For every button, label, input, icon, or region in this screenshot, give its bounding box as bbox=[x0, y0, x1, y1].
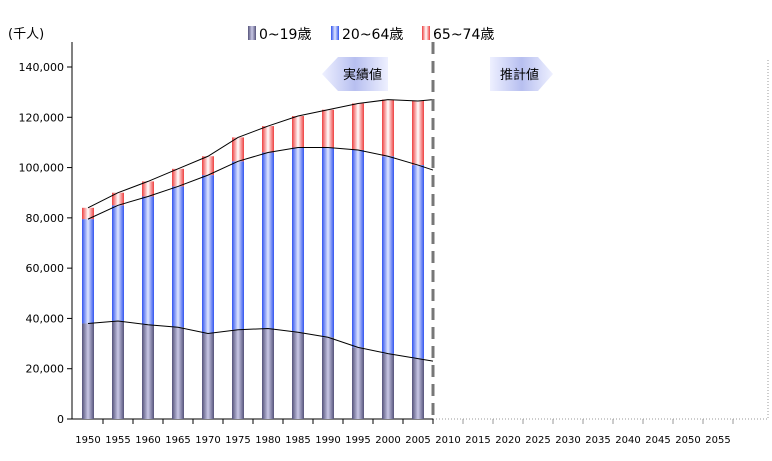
bar-0-19 bbox=[382, 353, 394, 419]
y-ticks: 0 20,000 40,000 60,000 80,000 100,000 120,000 1… bbox=[19, 61, 72, 426]
legend: 0~19歳 20~64歳 65~74歳 bbox=[248, 26, 494, 43]
bar-65-74 bbox=[172, 168, 184, 187]
bar-0-19 bbox=[142, 324, 154, 419]
bar-65-74 bbox=[202, 156, 214, 176]
y-tick-label: 120,000 bbox=[19, 111, 65, 124]
x-tick-label: 1985 bbox=[285, 435, 310, 446]
bar-20-64 bbox=[382, 156, 394, 354]
x-tick-label: 2025 bbox=[525, 435, 550, 446]
x-tick-label: 2040 bbox=[615, 435, 640, 446]
bar-65-74 bbox=[382, 99, 394, 157]
x-tick-label: 2010 bbox=[435, 435, 460, 446]
actual-arrow: 実績値 bbox=[322, 57, 388, 91]
bar-0-19 bbox=[202, 333, 214, 419]
x-tick-label: 2020 bbox=[495, 435, 520, 446]
x-tick-label: 1960 bbox=[135, 435, 160, 446]
bar-0-19 bbox=[172, 327, 184, 419]
outline-line-2 bbox=[87, 99, 434, 209]
y-tick-label: 40,000 bbox=[26, 312, 65, 325]
x-tick-label: 1995 bbox=[345, 435, 370, 446]
x-tick-label: 2030 bbox=[555, 435, 580, 446]
unit-label: (千人) bbox=[8, 27, 44, 42]
x-tick-label: 1965 bbox=[165, 435, 190, 446]
y-tick-label: 20,000 bbox=[26, 363, 65, 376]
legend-swatch-20-64 bbox=[331, 26, 339, 40]
legend-swatch-0-19 bbox=[248, 26, 256, 40]
projected-arrow-shape bbox=[490, 57, 553, 91]
bar-20-64 bbox=[322, 147, 334, 338]
legend-swatch-65-74 bbox=[422, 26, 430, 40]
legend-label-20-64: 20~64歳 bbox=[342, 27, 403, 43]
legend-item-20-64: 20~64歳 bbox=[331, 26, 403, 43]
y-tick-label: 140,000 bbox=[19, 61, 65, 74]
bar-0-19 bbox=[352, 347, 364, 419]
bar-0-19 bbox=[292, 332, 304, 419]
bar-0-19 bbox=[112, 320, 124, 419]
bar-20-64 bbox=[172, 186, 184, 328]
bar-20-64 bbox=[142, 196, 154, 325]
bar-20-64 bbox=[202, 175, 214, 334]
actual-label: 実績値 bbox=[343, 67, 382, 83]
x-tick-label: 2055 bbox=[705, 435, 730, 446]
x-tick-label: 1975 bbox=[225, 435, 250, 446]
x-tick-label: 2015 bbox=[465, 435, 490, 446]
x-tick-label: 1990 bbox=[315, 435, 340, 446]
bar-65-74 bbox=[112, 192, 124, 206]
y-tick-label: 80,000 bbox=[26, 212, 65, 225]
y-tick-label: 60,000 bbox=[26, 262, 65, 275]
outline-line-1 bbox=[87, 146, 434, 220]
x-ticks: 1950 1955 1960 1965 1970 1975 1980 1985 1990 1995… bbox=[75, 419, 734, 446]
x-tick-label: 1955 bbox=[105, 435, 130, 446]
bar-0-19 bbox=[322, 337, 334, 419]
bar-20-64 bbox=[232, 161, 244, 330]
bar-65-74 bbox=[262, 126, 274, 153]
y-tick-label: 0 bbox=[57, 413, 64, 426]
legend-item-65-74: 65~74歳 bbox=[422, 26, 494, 43]
bar-20-64 bbox=[262, 152, 274, 329]
bar-65-74 bbox=[412, 100, 424, 166]
x-tick-label: 1970 bbox=[195, 435, 220, 446]
legend-item-0-19: 0~19歳 bbox=[248, 26, 311, 43]
x-tick-label: 2000 bbox=[375, 435, 400, 446]
actual-arrow-shape bbox=[322, 57, 388, 91]
bar-20-64 bbox=[412, 165, 424, 359]
legend-label-65-74: 65~74歳 bbox=[433, 27, 494, 43]
bar-65-74 bbox=[352, 103, 364, 150]
bar-0-19 bbox=[82, 323, 94, 419]
bar-20-64 bbox=[352, 149, 364, 348]
bar-65-74 bbox=[142, 181, 154, 197]
outline-line-0 bbox=[87, 320, 434, 362]
y-tick-label: 100,000 bbox=[19, 162, 65, 175]
bar-20-64 bbox=[292, 147, 304, 333]
x-tick-label: 2005 bbox=[405, 435, 430, 446]
legend-label-0-19: 0~19歳 bbox=[259, 27, 311, 43]
projected-label: 推計値 bbox=[500, 67, 539, 83]
x-tick-label: 1950 bbox=[75, 435, 100, 446]
bar-0-19 bbox=[412, 358, 424, 419]
bar-65-74 bbox=[322, 109, 334, 148]
bar-0-19 bbox=[262, 328, 274, 419]
bar-65-74 bbox=[292, 116, 304, 148]
bar-65-74 bbox=[232, 137, 244, 162]
bar-65-74 bbox=[82, 207, 94, 220]
x-tick-label: 2050 bbox=[675, 435, 700, 446]
bars bbox=[82, 99, 424, 419]
x-tick-label: 2045 bbox=[645, 435, 670, 446]
outline-lines bbox=[87, 99, 434, 362]
x-tick-label: 2035 bbox=[585, 435, 610, 446]
projected-arrow: 推計値 bbox=[490, 57, 553, 91]
bar-20-64 bbox=[82, 219, 94, 324]
x-tick-label: 1980 bbox=[255, 435, 280, 446]
bar-0-19 bbox=[232, 329, 244, 419]
bar-20-64 bbox=[112, 205, 124, 321]
